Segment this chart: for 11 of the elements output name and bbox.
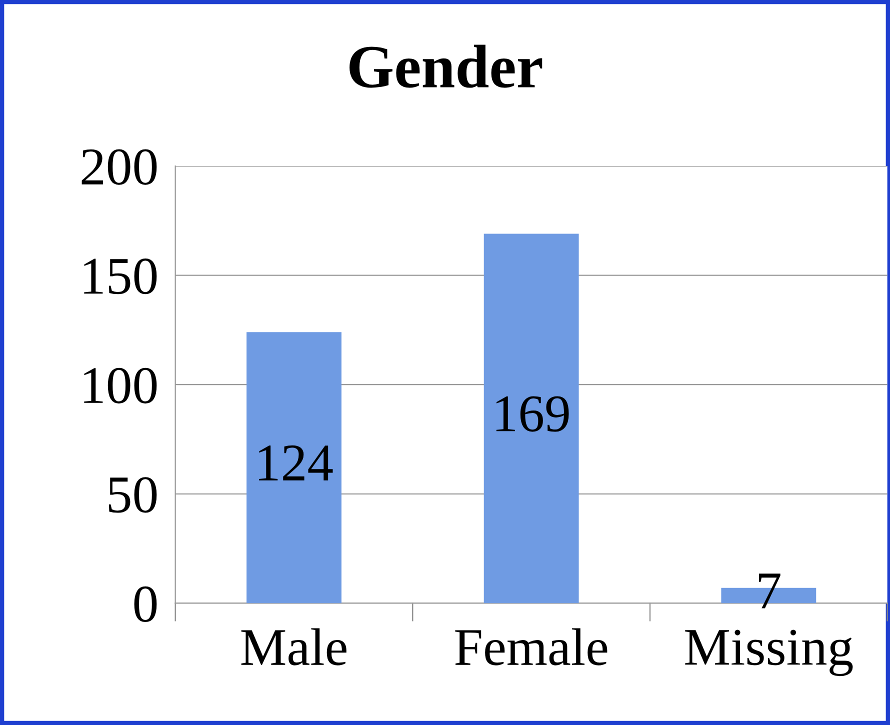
y-tick-label: 0 <box>134 586 157 622</box>
y-tick-label: 150 <box>84 258 157 294</box>
x-tick-label: Missing <box>685 630 853 676</box>
x-tick-label: Female <box>455 628 608 666</box>
data-label: 124 <box>259 445 333 480</box>
y-tick-label: 200 <box>82 149 157 185</box>
chart-title: Gender <box>350 44 542 88</box>
y-tick-label: 50 <box>108 477 157 513</box>
y-tick-label: 100 <box>84 368 157 404</box>
x-tick-label: Male <box>241 628 346 666</box>
data-label: 169 <box>496 396 569 432</box>
